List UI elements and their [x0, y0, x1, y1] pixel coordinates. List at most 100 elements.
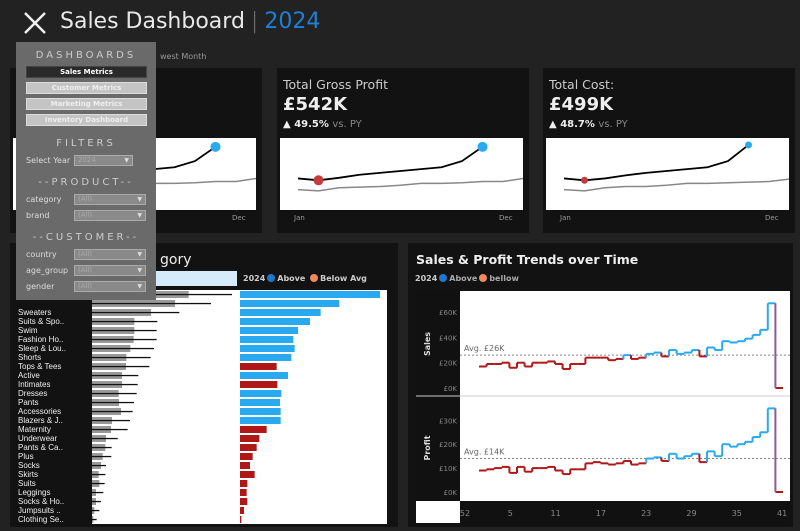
current-bar — [240, 489, 247, 496]
target-line — [92, 347, 154, 350]
x-tick-label: 23 — [641, 509, 651, 518]
up-triangle-icon: ▲ — [283, 119, 291, 130]
previous-year-line — [563, 178, 790, 192]
lowest-month-marker — [313, 175, 324, 186]
current-bar — [240, 516, 242, 523]
category-label: category — [26, 195, 62, 204]
above-dot-icon — [439, 274, 448, 282]
target-line — [92, 302, 211, 305]
target-line — [92, 509, 100, 512]
current-bar — [240, 336, 294, 343]
category-dropdown[interactable]: (All) ▼ — [74, 194, 146, 205]
brand-dropdown[interactable]: (All) ▼ — [74, 210, 146, 221]
kpi-card-total-cost: Total Cost: £499K ▲ 48.7% vs. PY Jan Dec — [543, 68, 795, 233]
chevron-down-icon: ▼ — [137, 251, 142, 258]
y-tick-label: £60K — [439, 309, 457, 317]
chevron-down-icon: ▼ — [137, 267, 142, 274]
country-dropdown[interactable]: (All) ▼ — [74, 249, 146, 260]
current-year-line — [563, 144, 750, 182]
x-tick-label: 35 — [732, 509, 742, 518]
highest-month-marker — [210, 141, 221, 152]
y-tick-label: £10K — [439, 465, 457, 473]
current-bar — [240, 354, 292, 361]
current-bar — [240, 471, 255, 478]
tick-dec: Dec — [232, 214, 246, 222]
page-title: Sales Dashboard | 2024 — [60, 9, 320, 34]
y-axis-label: Profit — [423, 435, 432, 460]
kpi-change: ▲ 48.7% vs. PY — [549, 119, 628, 130]
previous-year-line — [297, 177, 524, 192]
legend: 2024 Above Below Avg — [243, 274, 367, 283]
target-line — [92, 437, 118, 440]
chevron-down-icon: ▼ — [137, 196, 142, 203]
category-label: Tops & Tees — [18, 362, 62, 371]
highest-month-marker — [477, 141, 488, 152]
category-label: Accessories — [18, 407, 62, 416]
target-line — [92, 491, 104, 494]
select-year-dropdown[interactable]: 2024 ▼ — [74, 155, 133, 166]
nav-inventory-dashboard[interactable]: Inventory Dashboard — [26, 114, 147, 126]
y-tick-label: £40K — [439, 334, 457, 342]
target-line — [92, 293, 232, 296]
category-label: Jumpsuits .. — [18, 506, 61, 515]
category-label: Fashion Ho.. — [18, 335, 64, 344]
x-tick-label: 41 — [777, 509, 787, 518]
current-bar — [240, 345, 295, 352]
target-line — [92, 374, 139, 377]
category-label: Skirts — [18, 470, 38, 479]
kpi-title: Total Gross Profit — [283, 77, 388, 92]
subtitle: west Month — [160, 52, 207, 61]
close-icon[interactable] — [22, 10, 48, 36]
title-text: Sales Dashboard — [60, 9, 245, 34]
current-bar — [240, 291, 380, 298]
category-label: Blazers & J.. — [18, 416, 63, 425]
bar-plot — [92, 290, 387, 524]
current-bar — [240, 453, 253, 460]
lowest-month-marker — [581, 176, 588, 184]
gender-dropdown[interactable]: (All) ▼ — [74, 281, 146, 292]
x-tick-label: 29 — [686, 509, 696, 518]
below-dot-icon — [310, 274, 319, 282]
navigation-menu: DASHBOARDS Sales Metrics Customer Metric… — [16, 42, 156, 300]
chevron-down-icon: ▼ — [137, 212, 142, 219]
blank-cell — [416, 501, 461, 523]
category-label: Sleep & Lou.. — [18, 344, 67, 353]
nav-marketing-metrics[interactable]: Marketing Metrics — [26, 98, 147, 110]
title-divider: | — [250, 9, 259, 34]
kpi-value: £542K — [283, 94, 348, 115]
target-line — [92, 356, 151, 359]
target-line — [92, 518, 97, 521]
category-label: Pants — [18, 398, 39, 407]
kpi-change: ▲ 49.5% vs. PY — [283, 119, 362, 130]
target-line — [92, 428, 128, 431]
category-label: Maternity — [18, 425, 51, 434]
average-label: Avg. £26K — [464, 344, 505, 353]
target-line — [92, 500, 101, 503]
target-line — [92, 320, 158, 323]
x-axis-bg — [460, 501, 790, 523]
target-line — [92, 311, 180, 314]
target-line — [92, 455, 112, 458]
target-line — [92, 419, 130, 422]
customer-heading: --CUSTOMER-- — [32, 232, 140, 243]
category-label: Suits — [18, 479, 36, 488]
y-tick-label: £0K — [444, 385, 458, 393]
category-label: Shorts — [18, 353, 42, 362]
age-group-dropdown[interactable]: (All) ▼ — [74, 265, 146, 276]
above-dot-icon — [267, 274, 276, 282]
x-tick-label: 11 — [551, 509, 561, 518]
kpi-card-gross-profit: Total Gross Profit £542K ▲ 49.5% vs. PY … — [277, 68, 529, 233]
trend-chart: £60K £40K £20K £0K Sales Avg. £26K £30K £20K £10… — [416, 291, 790, 523]
up-triangle-icon: ▲ — [549, 119, 557, 130]
brand-label: brand — [26, 211, 50, 220]
trend-panel: Sales & Profit Trends over Time 2024 Abov… — [408, 243, 793, 527]
target-line — [92, 329, 157, 332]
nav-sales-metrics[interactable]: Sales Metrics — [26, 66, 147, 78]
target-line — [92, 392, 137, 395]
highest-month-marker — [745, 141, 752, 149]
dashboards-heading: DASHBOARDS — [35, 50, 137, 61]
nav-customer-metrics[interactable]: Customer Metrics — [26, 82, 147, 94]
category-label: Underwear — [18, 434, 58, 443]
current-year-line — [297, 146, 484, 182]
current-bar — [240, 480, 248, 487]
